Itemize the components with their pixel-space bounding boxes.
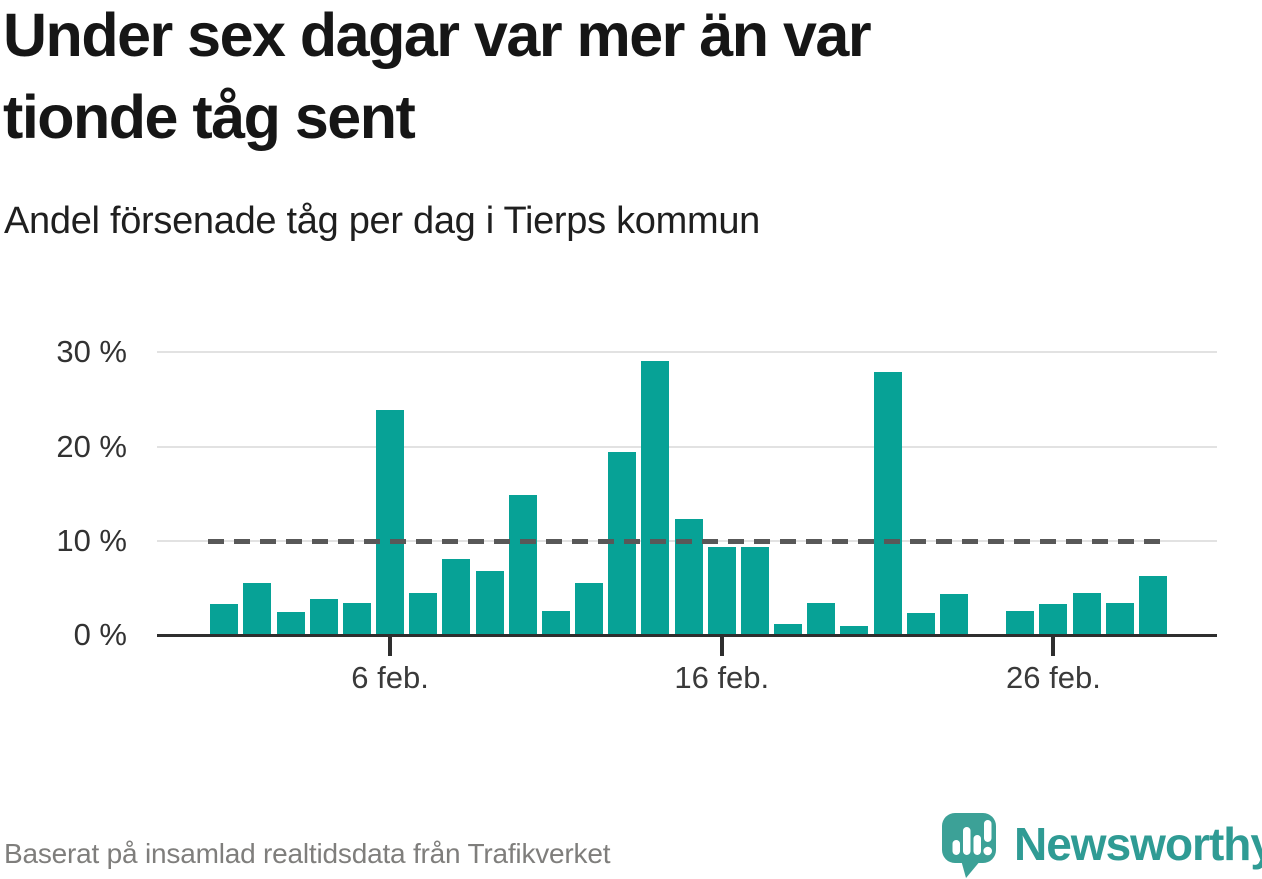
bar-9feb — [475, 570, 504, 635]
bar-3feb — [276, 612, 305, 635]
bar-6feb — [376, 409, 405, 635]
bar-1mars — [1138, 575, 1167, 635]
reference-line-10-percent — [208, 538, 1169, 544]
bar-22feb — [906, 613, 935, 635]
newsworthy-speech-bubble-bar-chart-icon — [942, 813, 996, 878]
chart-subtitle: Andel försenade tåg per dag i Tierps kom… — [4, 200, 760, 242]
x-axis-tick — [1051, 635, 1056, 656]
bar-2feb — [243, 583, 272, 635]
brand-logo: Newsworthy — [936, 810, 1262, 878]
bar-1feb — [210, 603, 239, 635]
title-line-2: tionde tåg sent — [3, 83, 416, 151]
x-axis-label: 16 feb. — [674, 660, 770, 695]
bar-20feb — [840, 625, 869, 635]
y-axis-label: 20 % — [56, 428, 127, 464]
bar-25feb — [1006, 611, 1035, 635]
gridline-20 — [157, 445, 1217, 448]
bar-5feb — [342, 602, 371, 635]
bar-10feb — [508, 494, 537, 635]
bar-18feb — [774, 623, 803, 635]
page-title: Under sex dagar var mer än var tionde tå… — [3, 0, 1153, 158]
title-line-1: Under sex dagar var mer än var — [3, 1, 872, 69]
gridline-30 — [157, 351, 1217, 354]
source-note: Baserat på insamlad realtidsdata från Tr… — [4, 838, 611, 869]
brand-name: Newsworthy — [1014, 818, 1262, 870]
bar-12feb — [575, 583, 604, 635]
y-axis-label: 10 % — [56, 522, 127, 558]
bar-23feb — [939, 594, 968, 635]
bar-15feb — [674, 519, 703, 635]
bar-14feb — [641, 360, 670, 635]
bar-28feb — [1105, 602, 1134, 635]
x-axis-tick — [388, 635, 393, 656]
bar-11feb — [541, 610, 570, 635]
y-axis-label: 0 % — [73, 617, 127, 652]
bar-4feb — [309, 599, 338, 635]
bar-17feb — [740, 547, 769, 635]
x-axis-tick — [719, 635, 724, 656]
bar-7feb — [409, 592, 438, 635]
y-axis-label: 30 % — [56, 334, 127, 370]
x-axis-label: 6 feb. — [351, 660, 429, 695]
bar-27feb — [1072, 592, 1101, 635]
bar-21feb — [873, 372, 902, 635]
x-axis-line — [157, 634, 1217, 637]
bar-19feb — [807, 602, 836, 635]
bar-8feb — [442, 558, 471, 635]
x-axis-label: 26 feb. — [1006, 660, 1101, 695]
bar-16feb — [707, 547, 736, 635]
bar-26feb — [1039, 603, 1068, 635]
